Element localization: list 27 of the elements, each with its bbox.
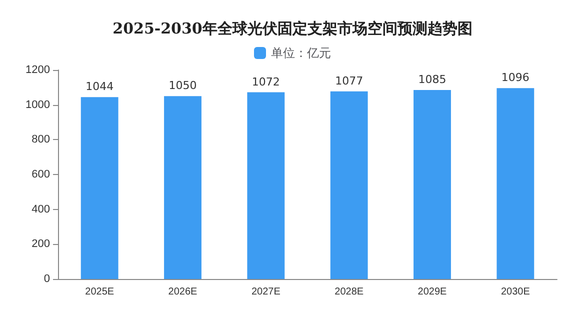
bar xyxy=(330,91,368,279)
x-tick-label: 2030E xyxy=(500,286,530,298)
y-tick-label: 1200 xyxy=(26,64,50,76)
data-label: 1077 xyxy=(335,74,364,88)
data-label: 1072 xyxy=(252,75,280,88)
chart-title: 2025-2030年全球光伏固定支架市场空间预测趋势图 xyxy=(112,20,472,38)
legend-label: 单位：亿元 xyxy=(271,46,331,60)
bar xyxy=(164,96,202,279)
data-label: 1050 xyxy=(168,79,197,92)
x-tick-label: 2025E xyxy=(85,286,114,298)
y-tick-label: 0 xyxy=(44,273,50,285)
x-tick-label: 2028E xyxy=(334,286,364,298)
x-tick-label: 2027E xyxy=(251,286,281,298)
y-tick-label: 1000 xyxy=(26,98,50,111)
bar xyxy=(80,97,118,279)
y-tick-label: 800 xyxy=(32,134,50,146)
bar xyxy=(247,92,285,279)
bar xyxy=(496,88,534,279)
data-label: 1085 xyxy=(418,73,446,86)
y-tick-label: 400 xyxy=(32,203,50,216)
x-tick-label: 2029E xyxy=(418,286,448,298)
x-tick-label: 2026E xyxy=(168,286,198,298)
y-tick-label: 200 xyxy=(32,238,50,250)
data-label: 1096 xyxy=(501,71,530,84)
bar xyxy=(414,90,451,279)
y-tick-label: 600 xyxy=(32,168,50,180)
data-label: 1044 xyxy=(86,80,114,94)
